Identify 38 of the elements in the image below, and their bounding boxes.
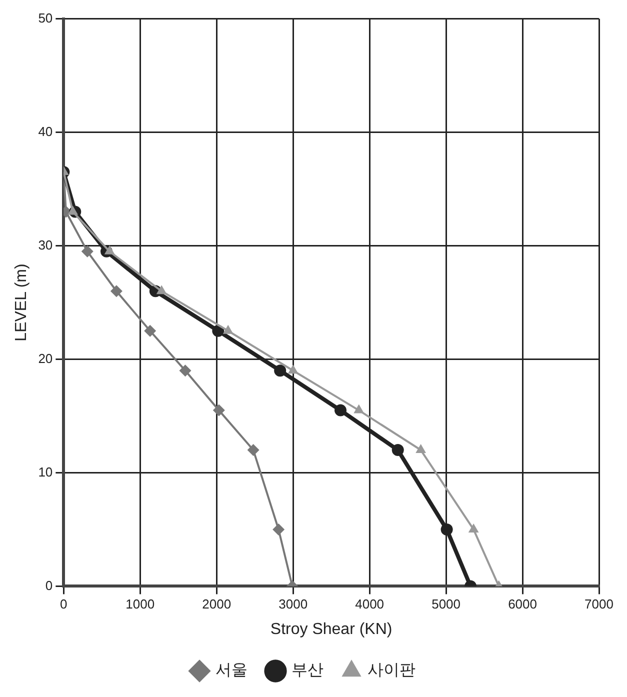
point xyxy=(440,523,453,536)
point xyxy=(110,285,122,298)
x-axis-title: Stroy Shear (KN) xyxy=(270,620,392,638)
x-tick-label: 2000 xyxy=(202,596,232,612)
point xyxy=(416,444,426,454)
point xyxy=(179,364,192,377)
y-tick-label: 20 xyxy=(38,350,53,366)
x-tick-label: 0 xyxy=(60,596,68,612)
legend-label: 서울 xyxy=(216,660,248,680)
point xyxy=(354,404,364,414)
point xyxy=(81,245,94,258)
point xyxy=(104,245,115,254)
y-tick-label: 0 xyxy=(45,578,53,593)
x-tick-label: 5000 xyxy=(432,596,461,612)
point xyxy=(212,404,225,416)
point xyxy=(68,206,78,215)
point xyxy=(392,444,404,456)
y-axis-title: LEVEL (m) xyxy=(13,264,30,342)
point xyxy=(334,404,347,416)
x-tick-label: 1000 xyxy=(126,596,155,612)
x-tick-label: 7000 xyxy=(584,596,614,612)
y-tick-label: 40 xyxy=(38,124,53,139)
legend-label: 부산 xyxy=(292,660,324,680)
point xyxy=(468,523,479,532)
y-tick-label: 10 xyxy=(38,464,53,480)
point xyxy=(222,324,234,334)
point xyxy=(156,285,167,294)
y-tick-label: 30 xyxy=(38,237,53,252)
point xyxy=(274,364,286,377)
y-tick-label: 50 xyxy=(38,10,53,26)
point xyxy=(247,444,260,456)
point xyxy=(288,364,298,374)
point xyxy=(144,324,156,337)
legend-label: 사이판 xyxy=(368,660,416,680)
point xyxy=(272,523,285,536)
x-tick-label: 6000 xyxy=(508,596,537,612)
x-tick-label: 3000 xyxy=(278,596,308,612)
x-tick-label: 4000 xyxy=(355,596,384,612)
